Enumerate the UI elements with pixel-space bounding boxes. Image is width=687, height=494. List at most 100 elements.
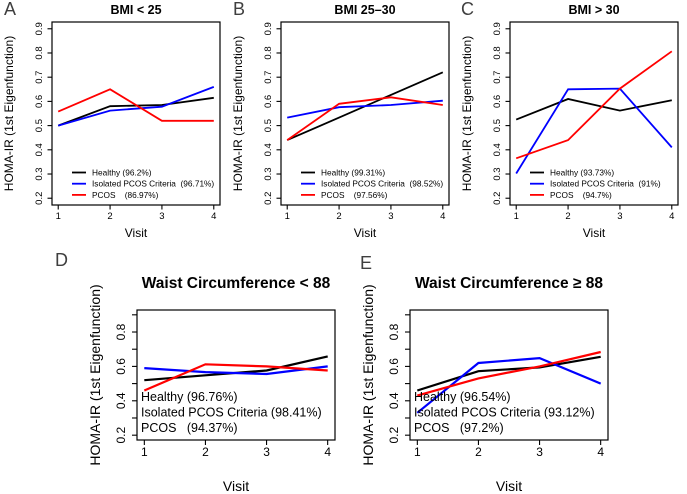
panel-d: Waist Circumference < 88 HOMA-IR (1st Eig… — [85, 248, 357, 494]
legend-label: Isolated PCOS Criteria (98.41%) — [141, 406, 322, 420]
legend-label: Isolated PCOS Criteria (91%) — [550, 179, 661, 189]
x-tick-label: 1 — [56, 211, 61, 222]
x-tick-label: 4 — [211, 211, 216, 222]
panel-c-plot: BMI > 30 HOMA-IR (1st Eigenfunction) Visit… — [460, 3, 679, 240]
x-tick-label: 2 — [565, 211, 570, 222]
y-tick-label: 0.2 — [263, 192, 274, 205]
y-axis-label: HOMA-IR (1st Eigenfunction) — [460, 36, 474, 191]
x-tick-label: 2 — [475, 445, 482, 459]
legend-label: Healthy (96.2%) — [92, 168, 152, 178]
plot-box — [51, 21, 221, 206]
series-line-healthy — [515, 98, 672, 121]
y-tick-label: 0.7 — [492, 71, 503, 84]
series-line-isolated-pcos-criteria — [144, 365, 328, 376]
x-axis-label: Visit — [354, 226, 377, 240]
y-tick-label: 0.7 — [263, 71, 274, 84]
legend-label: PCOS (97.2%) — [414, 421, 504, 435]
panel-letter-b: B — [233, 0, 246, 19]
x-axis-label: Visit — [223, 478, 249, 494]
panel-letter-e: E — [360, 253, 373, 273]
y-tick-label: 0.6 — [492, 95, 503, 108]
x-tick-label: 2 — [336, 211, 341, 222]
y-tick-label: 0.8 — [34, 46, 45, 59]
y-tick-label: 0.6 — [263, 95, 274, 108]
legend-label: Healthy (96.54%) — [414, 390, 511, 404]
y-tick-label: 0.5 — [492, 119, 503, 132]
y-tick-label: 0.3 — [492, 167, 503, 180]
y-tick-label: 0.4 — [263, 143, 274, 156]
x-tick-label: 2 — [107, 211, 112, 222]
plot-box — [409, 309, 609, 441]
series-line-isolated-pcos-criteria — [287, 99, 443, 119]
y-axis-label: HOMA-IR (1st Eigenfunction) — [231, 36, 245, 191]
y-tick-label: 0.7 — [34, 71, 45, 84]
x-tick-label: 4 — [324, 445, 331, 459]
x-tick-label: 3 — [536, 445, 543, 459]
y-tick-label: 0.5 — [34, 119, 45, 132]
legend-label: PCOS (86.97%) — [92, 190, 159, 200]
y-tick-label: 0.9 — [34, 22, 45, 35]
x-axis-label: Visit — [496, 478, 522, 494]
y-tick-label: 0.8 — [387, 323, 401, 340]
y-tick-label: 0.3 — [263, 167, 274, 180]
panel-title: BMI 25–30 — [334, 3, 395, 17]
y-tick-label: 0.2 — [387, 427, 401, 444]
x-tick-label: 3 — [617, 211, 622, 222]
y-axis-label: HOMA-IR (1st Eigenfunction) — [360, 284, 376, 465]
x-tick-label: 3 — [159, 211, 164, 222]
x-tick-label: 4 — [597, 445, 604, 459]
series-line-isolated-pcos-criteria — [57, 86, 215, 127]
legend-label: Healthy (93.73%) — [550, 168, 614, 178]
panel-e: Waist Circumference ≥ 88 HOMA-IR (1st Eig… — [358, 248, 630, 494]
panel-b-plot: BMI 25–30 HOMA-IR (1st Eigenfunction) Visi… — [231, 3, 450, 240]
panel-b: BMI 25–30 HOMA-IR (1st Eigenfunction) Visi… — [229, 0, 458, 250]
x-tick-label: 1 — [414, 445, 421, 459]
y-tick-label: 0.6 — [114, 358, 128, 375]
plot-box — [509, 21, 679, 206]
legend-label: Isolated PCOS Criteria (98.52%) — [321, 179, 443, 189]
panel-letter-c: C — [461, 0, 474, 19]
legend-label: PCOS (97.56%) — [321, 190, 388, 200]
y-tick-label: 0.9 — [263, 22, 274, 35]
series-line-pcos — [286, 96, 443, 141]
panel-title: Waist Circumference ≥ 88 — [415, 275, 603, 292]
x-tick-label: 1 — [514, 211, 519, 222]
y-tick-label: 0.8 — [263, 46, 274, 59]
y-tick-label: 0.8 — [114, 323, 128, 340]
y-tick-label: 0.6 — [387, 358, 401, 375]
series-line-pcos — [515, 50, 673, 160]
y-tick-label: 0.8 — [492, 46, 503, 59]
x-axis-label: Visit — [125, 226, 148, 240]
legend-label: PCOS (94.7%) — [550, 190, 612, 200]
y-tick-label: 0.3 — [34, 167, 45, 180]
x-tick-label: 2 — [202, 445, 209, 459]
panel-e-plot: Waist Circumference ≥ 88 HOMA-IR (1st Eig… — [360, 275, 609, 494]
y-tick-label: 0.2 — [492, 192, 503, 205]
x-tick-label: 3 — [388, 211, 393, 222]
y-tick-label: 0.2 — [34, 192, 45, 205]
panel-a: BMI < 25 HOMA-IR (1st Eigenfunction) Visit… — [0, 0, 229, 250]
panel-title: Waist Circumference < 88 — [142, 275, 331, 292]
panel-letter-d: D — [55, 250, 68, 270]
x-axis-label: Visit — [583, 226, 606, 240]
y-tick-label: 0.4 — [34, 143, 45, 156]
y-tick-label: 0.5 — [263, 119, 274, 132]
legend-label: PCOS (94.37%) — [141, 421, 238, 435]
plot-box — [136, 309, 336, 441]
legend-label: Isolated PCOS Criteria (93.12%) — [414, 406, 595, 420]
x-tick-label: 1 — [141, 445, 148, 459]
panel-c: BMI > 30 HOMA-IR (1st Eigenfunction) Visit… — [458, 0, 687, 250]
y-tick-label: 0.9 — [492, 22, 503, 35]
series-line-pcos — [417, 350, 601, 397]
x-tick-label: 1 — [285, 211, 290, 222]
series-line-healthy — [416, 355, 601, 392]
x-tick-label: 4 — [440, 211, 445, 222]
y-tick-label: 0.2 — [114, 427, 128, 444]
x-tick-label: 4 — [669, 211, 674, 222]
plot-box — [280, 21, 450, 206]
y-axis-label: HOMA-IR (1st Eigenfunction) — [2, 36, 16, 191]
panel-title: BMI > 30 — [568, 3, 619, 17]
y-axis-label: HOMA-IR (1st Eigenfunction) — [87, 284, 103, 465]
y-tick-label: 0.6 — [34, 95, 45, 108]
